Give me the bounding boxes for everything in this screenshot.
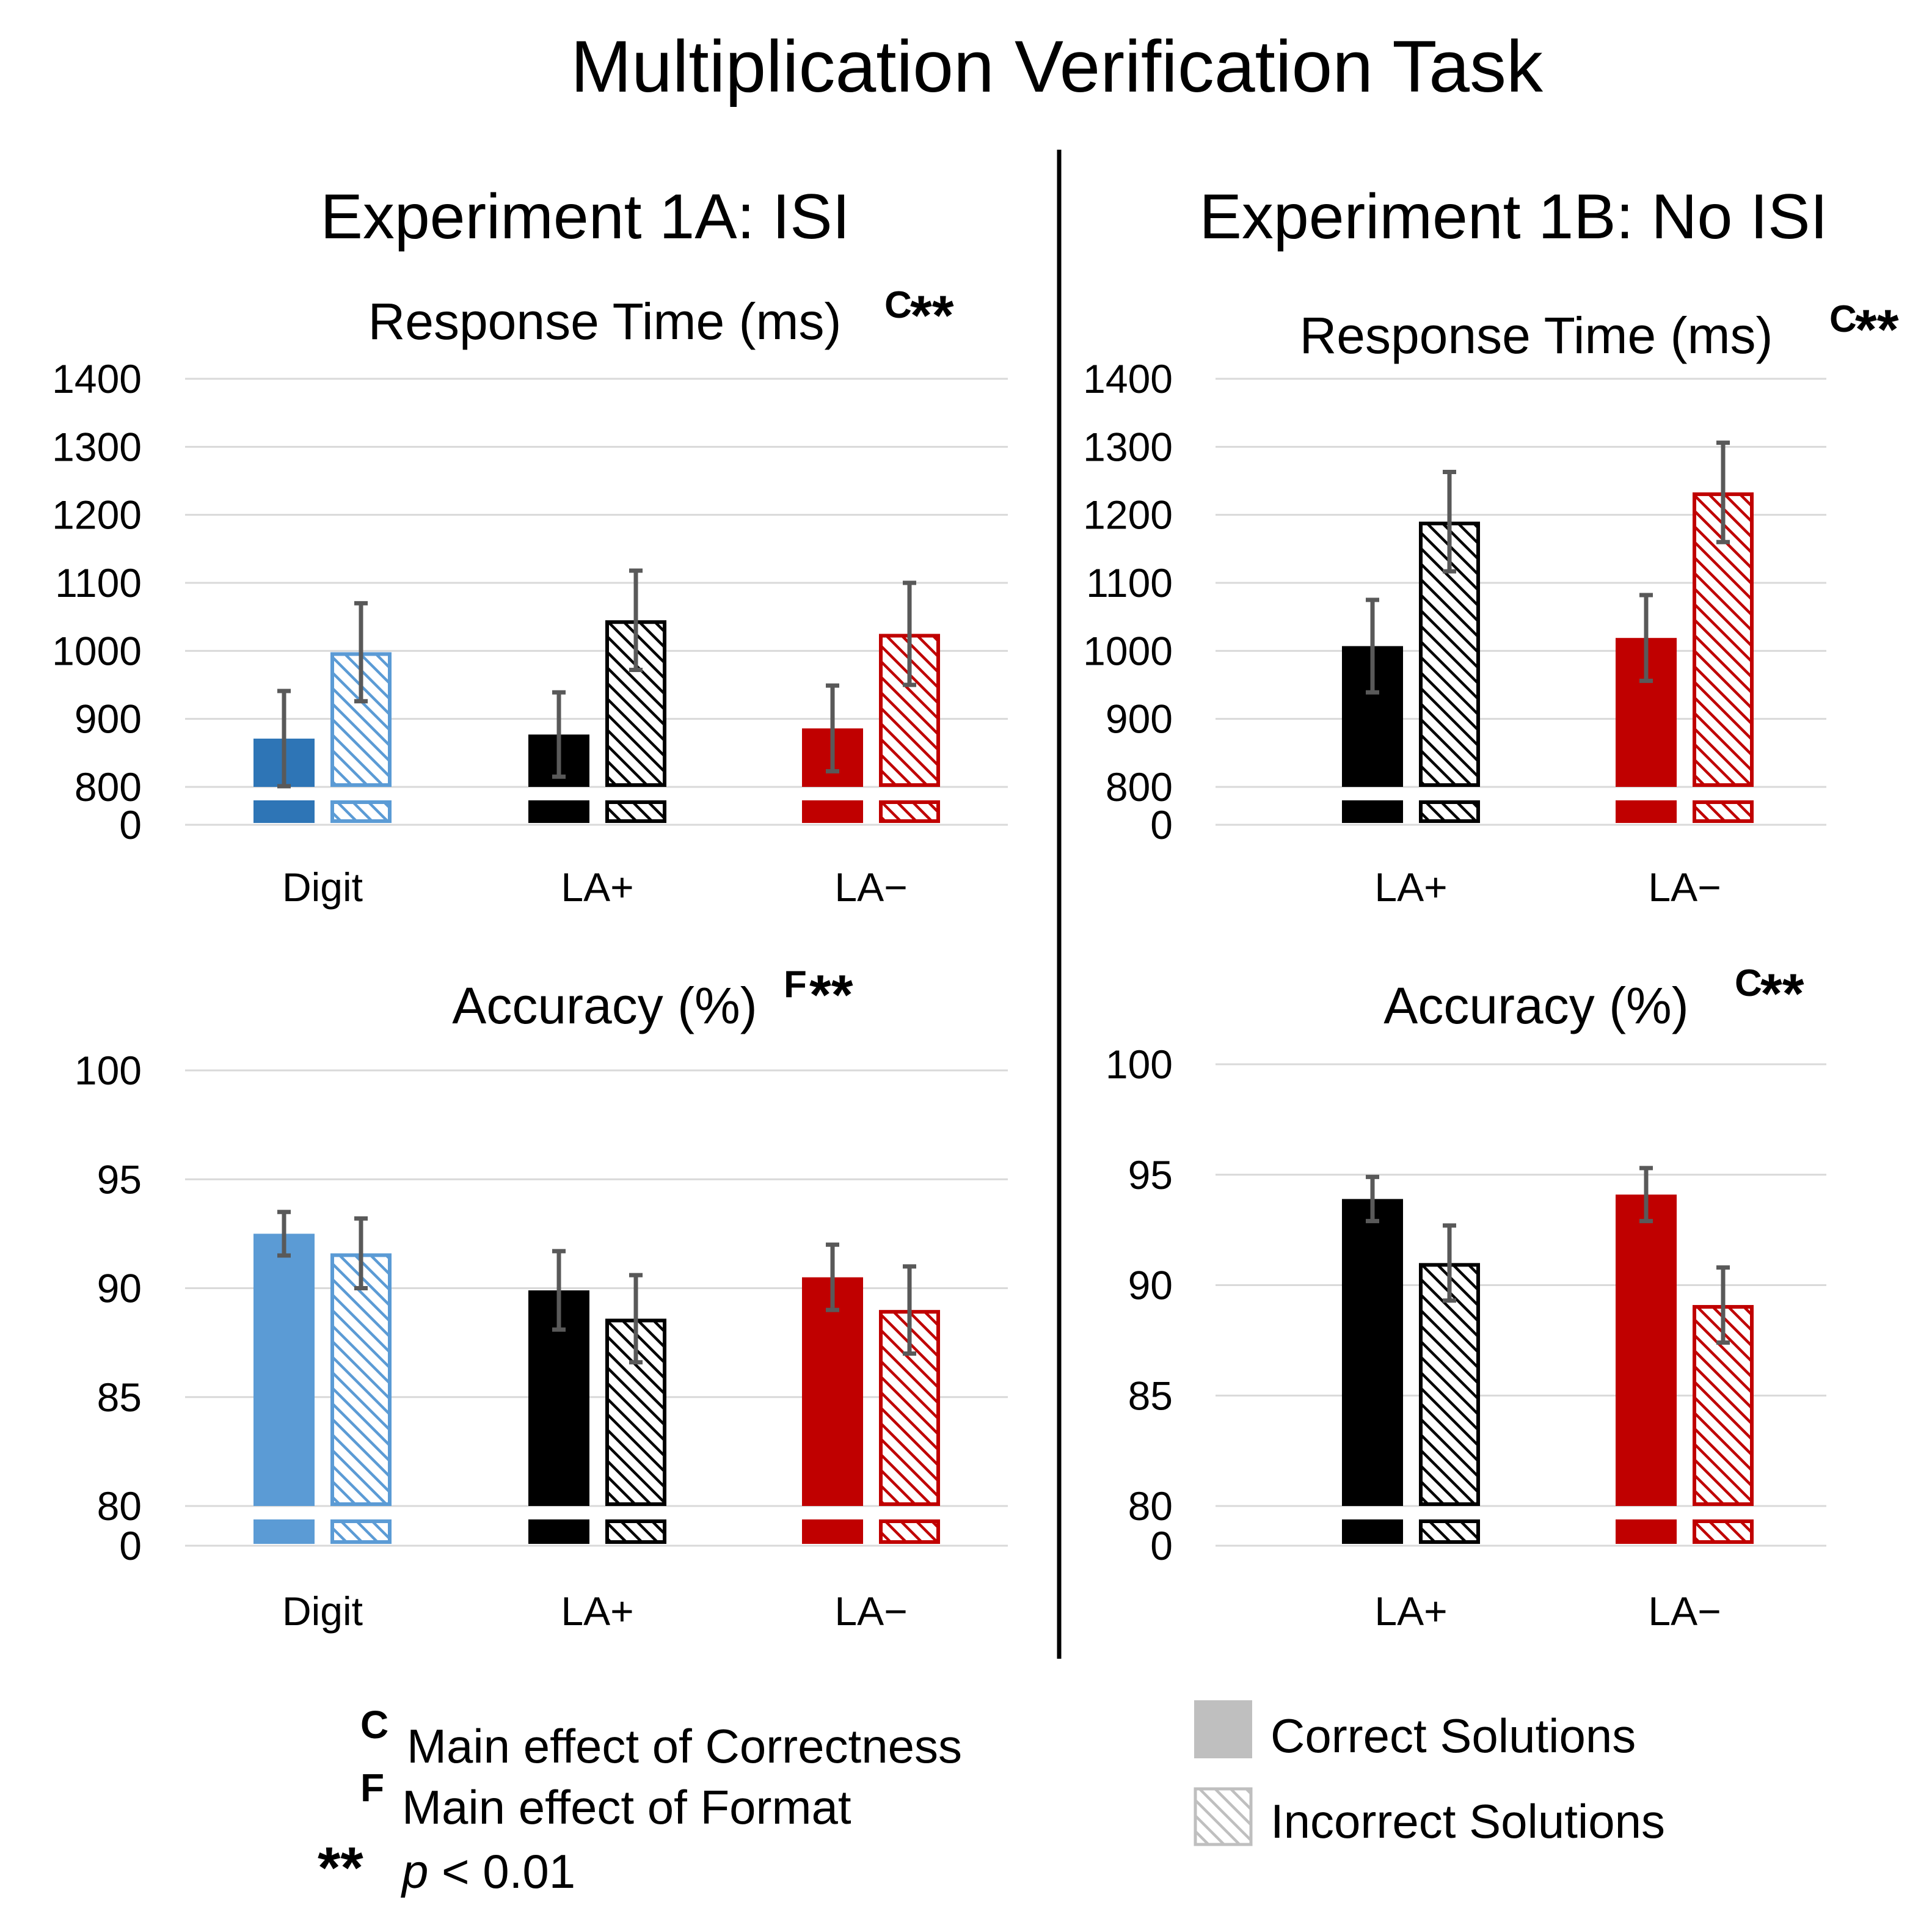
y-tick-label: 1000 <box>1083 628 1173 673</box>
y-tick-label: 900 <box>1106 696 1173 742</box>
y-tick-label: 80 <box>97 1483 142 1529</box>
significance-letter: C <box>1829 298 1857 340</box>
bar-incorrect-stub <box>605 1519 666 1544</box>
y-tick-label: 100 <box>1106 1042 1173 1087</box>
panel-title-1a: Experiment 1A: ISI <box>320 181 850 252</box>
y-tick-label: 1200 <box>1083 492 1173 538</box>
footnote-p-italic: p <box>401 1844 428 1898</box>
bar-incorrect-stub <box>1419 800 1480 823</box>
chart-title: Response Time (ms) <box>368 293 842 350</box>
x-category-label: LA− <box>834 1588 907 1634</box>
bar-correct-stub <box>1342 1519 1403 1544</box>
y-tick-label: 0 <box>119 802 142 847</box>
y-tick-label: 900 <box>75 696 142 742</box>
bar-incorrect-stub <box>330 1519 392 1544</box>
y-tick-label: 0 <box>119 1523 142 1568</box>
bar-incorrect <box>1419 1263 1480 1507</box>
bar-incorrect-stub <box>1419 1519 1480 1544</box>
y-tick-label: 800 <box>1106 764 1173 810</box>
y-tick-label: 1000 <box>52 628 142 673</box>
y-tick-label: 80 <box>1128 1483 1173 1529</box>
bar-correct-stub <box>528 1519 589 1544</box>
y-tick-label: 1200 <box>52 492 142 538</box>
y-tick-label: 95 <box>1128 1152 1173 1197</box>
chart-title: Accuracy (%) <box>1383 977 1688 1034</box>
footnote-p-value: < 0.01 <box>428 1844 575 1898</box>
x-category-label: LA+ <box>1374 1588 1447 1634</box>
x-category-label: LA+ <box>1374 864 1447 910</box>
y-tick-label: 1100 <box>55 560 142 605</box>
significance-stars: ** <box>1760 963 1804 1025</box>
bar-incorrect-stub <box>330 800 392 823</box>
bar-correct-stub <box>1342 800 1403 823</box>
y-tick-label: 1300 <box>52 424 142 469</box>
x-category-label: Digit <box>282 1588 363 1634</box>
y-tick-label: 95 <box>97 1157 142 1202</box>
significance-letter: C <box>1735 962 1762 1004</box>
footnote-f-text: Main effect of Format <box>402 1780 851 1834</box>
bar-correct-stub <box>1616 800 1677 823</box>
x-category-label: LA− <box>1648 1588 1721 1634</box>
legend-label-correct: Correct Solutions <box>1270 1709 1636 1763</box>
y-tick-label: 85 <box>1128 1373 1173 1418</box>
y-tick-label: 85 <box>97 1375 142 1420</box>
main-title: Multiplication Verification Task <box>570 26 1544 108</box>
bar-incorrect-stub <box>879 800 940 823</box>
bar-correct <box>802 1277 863 1506</box>
significance-letter: F <box>784 963 807 1006</box>
bar-correct-stub <box>1616 1519 1677 1544</box>
x-category-label: Digit <box>282 864 363 910</box>
y-tick-label: 1300 <box>1083 424 1173 469</box>
x-category-label: LA− <box>1648 864 1721 910</box>
bar-correct <box>253 1234 315 1506</box>
y-tick-label: 1400 <box>52 356 142 401</box>
chart-title: Accuracy (%) <box>452 977 757 1034</box>
y-tick-label: 0 <box>1150 802 1173 847</box>
legend: Correct Solutions Incorrect Solutions <box>1194 1700 1665 1848</box>
bar-correct <box>1616 1194 1677 1506</box>
y-tick-label: 800 <box>75 764 142 810</box>
bar-correct-stub <box>528 800 589 823</box>
x-category-label: LA+ <box>561 1588 633 1634</box>
y-tick-label: 100 <box>75 1048 142 1093</box>
legend-swatch-incorrect <box>1194 1787 1253 1846</box>
footnote-f-symbol: F <box>360 1766 384 1810</box>
significance-letter: C <box>884 284 912 326</box>
bar-correct-stub <box>802 800 863 823</box>
chart-acc-exp1a: 080 85 90 95 100 Accuracy (%) F ** Digit LA+ LA− <box>75 963 1008 1634</box>
footnote-p-text: p < 0.01 <box>401 1844 575 1898</box>
y-tick-label: 1100 <box>1086 560 1173 605</box>
legend-swatch-correct <box>1194 1700 1252 1758</box>
significance-stars: ** <box>910 285 954 347</box>
footnote-stars-symbol: ** <box>318 1835 363 1901</box>
legend-label-incorrect: Incorrect Solutions <box>1270 1794 1665 1848</box>
x-category-label: LA− <box>834 864 907 910</box>
bar-incorrect-stub <box>879 1519 940 1544</box>
bar-correct <box>1342 1199 1403 1506</box>
significance-stars: ** <box>809 964 853 1026</box>
bar-correct-stub <box>802 1519 863 1544</box>
bar-incorrect-stub <box>605 800 666 823</box>
significance-stars: ** <box>1855 299 1899 361</box>
bar-correct-stub <box>253 800 315 823</box>
y-tick-label: 90 <box>1128 1263 1173 1308</box>
footnotes: C Main effect of Correctness F Main effe… <box>318 1703 962 1901</box>
bar-incorrect-stub <box>1693 800 1754 823</box>
x-category-label: LA+ <box>561 864 633 910</box>
y-tick-label: 0 <box>1150 1523 1173 1568</box>
y-tick-label: 1400 <box>1083 356 1173 401</box>
y-tick-label: 90 <box>97 1266 142 1311</box>
panel-title-1b: Experiment 1B: No ISI <box>1200 181 1828 252</box>
bar-correct-stub <box>253 1519 315 1544</box>
footnote-c-text: Main effect of Correctness <box>407 1719 962 1773</box>
bar-incorrect <box>330 1253 392 1506</box>
footnote-c-symbol: C <box>360 1703 388 1747</box>
chart-acc-exp1b: 080 85 90 95 100 Accuracy (%) C** LA+ LA− <box>1106 962 1826 1634</box>
bar-incorrect-stub <box>1693 1519 1754 1544</box>
chart-title: Response Time (ms) <box>1300 307 1773 364</box>
